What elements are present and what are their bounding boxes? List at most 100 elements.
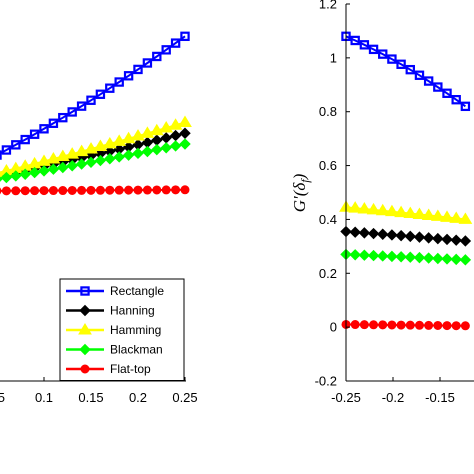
right-point-hamming — [375, 203, 390, 216]
left-point-flat-top — [77, 185, 87, 195]
right-series-flat-top — [341, 319, 470, 331]
right-point-rectangle — [368, 44, 379, 55]
right-y-axis-label: G′(δf) — [290, 173, 312, 212]
left-point-rectangle — [170, 38, 181, 48]
left-point-blackman — [122, 149, 135, 161]
left-point-flat-top — [133, 185, 143, 195]
right-y-label-close: ) — [290, 173, 309, 180]
left-x-tick-label: 0.15 — [78, 390, 103, 405]
right-point-rectangle — [405, 64, 415, 75]
left-plot: .05 0.1 0.15 0.2 0.25 Rectangle Hanning Hammin… — [0, 31, 198, 405]
left-point-blackman — [169, 140, 182, 152]
left-point-flat-top — [124, 185, 134, 195]
legend-label: Flat-top — [110, 362, 151, 376]
right-point-rectangle — [359, 40, 370, 50]
left-point-blackman — [47, 163, 60, 175]
right-point-hamming — [458, 212, 473, 224]
left-point-flat-top — [30, 186, 40, 196]
right-series-group — [339, 31, 473, 331]
right-point-hanning — [395, 229, 407, 242]
right-y-ticks: -0.2 0 0.2 0.4 0.6 0.8 1 1.2 — [315, 0, 350, 389]
right-point-flat-top — [350, 320, 360, 330]
left-point-rectangle — [67, 107, 77, 117]
right-point-blackman — [422, 252, 435, 264]
left-point-blackman — [0, 171, 13, 184]
left-x-tick-label: .05 — [0, 390, 5, 405]
right-series-hanning — [340, 225, 472, 247]
right-y-label-subscript: f — [298, 178, 312, 183]
right-y-tick-label: 0 — [330, 320, 337, 335]
left-point-flat-top — [142, 185, 152, 195]
right-point-flat-top — [451, 321, 461, 331]
right-plot: -0.200.20.40.60.811.2 -0.25 -0.2 -0.15 G′(… — [290, 0, 474, 405]
right-point-hamming — [449, 211, 464, 223]
right-point-hamming — [421, 208, 436, 220]
left-point-blackman — [85, 156, 97, 169]
left-point-flat-top — [48, 186, 58, 196]
right-point-blackman — [404, 251, 416, 263]
legend-entry-blackman: Blackman — [66, 343, 163, 357]
right-point-hanning — [404, 230, 416, 243]
left-point-blackman — [10, 170, 22, 182]
right-point-blackman — [358, 249, 371, 261]
left-point-flat-top — [1, 186, 11, 196]
right-point-flat-top — [359, 320, 369, 330]
right-y-tick-label: 1 — [330, 50, 337, 65]
left-point-rectangle — [20, 134, 30, 145]
right-point-rectangle — [460, 101, 471, 112]
right-point-hamming — [403, 206, 418, 219]
left-point-rectangle — [142, 58, 153, 68]
left-point-rectangle — [161, 45, 171, 55]
left-point-hamming — [178, 115, 192, 127]
right-point-flat-top — [405, 320, 415, 330]
left-point-flat-top — [105, 185, 115, 195]
left-point-rectangle — [180, 31, 190, 42]
right-point-blackman — [413, 251, 426, 264]
right-point-flat-top — [433, 320, 443, 330]
left-point-flat-top — [114, 185, 124, 195]
right-point-rectangle — [442, 88, 452, 98]
right-point-blackman — [377, 250, 389, 262]
right-point-flat-top — [378, 320, 388, 330]
left-point-flat-top — [67, 185, 77, 195]
right-point-hamming — [357, 202, 372, 214]
right-point-hanning — [358, 227, 371, 239]
right-point-blackman — [349, 249, 361, 261]
right-point-rectangle — [423, 76, 434, 86]
right-series-hamming — [339, 200, 473, 224]
legend-marker — [78, 323, 92, 335]
left-point-blackman — [141, 145, 154, 158]
right-series-blackman — [340, 248, 472, 266]
right-point-flat-top — [414, 320, 424, 330]
left-point-flat-top — [95, 185, 105, 195]
legend-entry-hamming: Hamming — [66, 323, 161, 337]
left-series-flat-top — [0, 185, 190, 196]
right-y-tick-label: 0.4 — [319, 212, 337, 227]
left-point-rectangle — [1, 145, 12, 155]
left-point-blackman — [160, 142, 172, 154]
right-point-hanning — [386, 229, 398, 241]
right-point-hanning — [349, 226, 361, 238]
left-point-rectangle — [76, 101, 87, 111]
right-point-blackman — [450, 253, 462, 266]
left-series-group — [0, 31, 192, 196]
left-point-rectangle — [123, 71, 134, 81]
left-point-blackman — [19, 168, 31, 180]
left-point-hanning — [179, 127, 191, 139]
right-point-hanning — [450, 234, 462, 246]
left-point-flat-top — [152, 185, 162, 195]
right-point-hanning — [441, 233, 453, 246]
right-y-label-main: G′(δ — [290, 182, 309, 213]
left-point-blackman — [66, 160, 78, 172]
right-point-blackman — [367, 249, 380, 262]
right-y-tick-label: 1.2 — [319, 0, 337, 12]
left-point-flat-top — [58, 186, 68, 196]
left-point-blackman — [57, 161, 69, 174]
left-point-flat-top — [161, 185, 171, 195]
left-point-blackman — [28, 166, 41, 179]
right-point-rectangle — [350, 35, 360, 46]
left-point-rectangle — [114, 77, 124, 87]
left-point-blackman — [75, 158, 88, 170]
right-point-hamming — [412, 207, 427, 219]
